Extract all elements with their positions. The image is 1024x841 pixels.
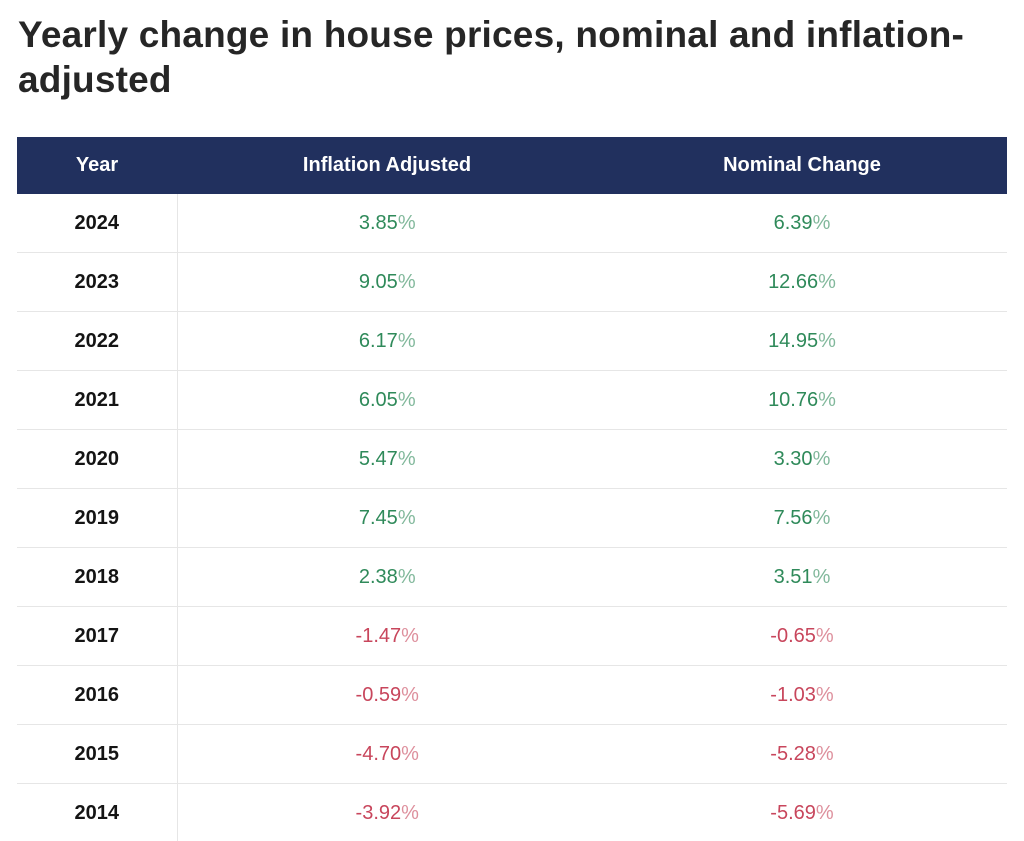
inflation-adjusted-cell: -3.92% — [177, 784, 597, 841]
inflation-adjusted-cell: 3.85% — [177, 194, 597, 253]
nominal-change-cell: 10.76% — [597, 370, 1007, 430]
percent-sign: % — [397, 506, 416, 529]
year-cell: 2019 — [17, 488, 178, 548]
nominal-change-cell: -5.69% — [597, 784, 1007, 841]
percent-sign: % — [812, 211, 831, 234]
table-row: 2024 3.85% 6.39% — [17, 194, 1007, 253]
nominal-change-value: 3.51 — [773, 565, 813, 588]
inflation-adjusted-value: 6.17 — [358, 329, 398, 352]
percent-sign: % — [397, 211, 416, 234]
percent-sign: % — [818, 388, 836, 411]
header-nominal-change: Nominal Change — [597, 137, 1007, 194]
table-row: 2017 -1.47% -0.65% — [17, 606, 1007, 666]
percent-sign: % — [401, 801, 419, 824]
inflation-adjusted-value: 2.38 — [358, 565, 398, 588]
percent-sign: % — [815, 742, 834, 765]
inflation-adjusted-cell: 5.47% — [177, 429, 597, 489]
inflation-adjusted-cell: -1.47% — [177, 606, 597, 666]
table-body: 2024 3.85% 6.39% 2023 9.05% 12.66% 2022 6.17% 14… — [17, 194, 1007, 841]
table-header: Year Inflation Adjusted Nominal Change — [17, 137, 1007, 194]
percent-sign: % — [815, 683, 834, 706]
inflation-adjusted-value: -3.92 — [355, 801, 402, 824]
page-title: Yearly change in house prices, nominal a… — [18, 14, 965, 100]
percent-sign: % — [397, 565, 416, 588]
nominal-change-value: -0.65 — [770, 624, 816, 647]
percent-sign: % — [397, 388, 416, 411]
year-cell: 2021 — [17, 370, 178, 430]
nominal-change-cell: 7.56% — [597, 488, 1007, 548]
nominal-change-cell: -5.28% — [597, 724, 1007, 784]
year-cell: 2016 — [17, 665, 178, 725]
nominal-change-value: 7.56 — [773, 506, 813, 529]
nominal-change-value: -5.69 — [770, 801, 816, 824]
percent-sign: % — [397, 329, 416, 352]
inflation-adjusted-value: 3.85 — [358, 211, 398, 234]
nominal-change-cell: 3.30% — [597, 429, 1007, 489]
inflation-adjusted-cell: 2.38% — [177, 547, 597, 607]
inflation-adjusted-value: 9.05 — [358, 270, 398, 293]
table-row: 2016 -0.59% -1.03% — [17, 665, 1007, 725]
nominal-change-cell: -1.03% — [597, 665, 1007, 725]
inflation-adjusted-value: 7.45 — [358, 506, 398, 529]
inflation-adjusted-cell: -0.59% — [177, 665, 597, 725]
year-cell: 2023 — [17, 252, 178, 312]
house-price-table: Year Inflation Adjusted Nominal Change 2… — [17, 137, 1007, 841]
inflation-adjusted-value: -1.47 — [355, 624, 402, 647]
inflation-adjusted-value: -0.59 — [355, 683, 402, 706]
percent-sign: % — [815, 801, 834, 824]
nominal-change-value: 12.66 — [768, 270, 819, 293]
nominal-change-cell: -0.65% — [597, 606, 1007, 666]
header-inflation-adjusted: Inflation Adjusted — [177, 137, 597, 194]
nominal-change-value: 6.39 — [773, 211, 813, 234]
nominal-change-value: 10.76 — [768, 388, 819, 411]
table-row: 2022 6.17% 14.95% — [17, 311, 1007, 371]
year-cell: 2015 — [17, 724, 178, 784]
percent-sign: % — [397, 447, 416, 470]
table-row: 2018 2.38% 3.51% — [17, 547, 1007, 607]
nominal-change-value: -1.03 — [770, 683, 816, 706]
nominal-change-value: 3.30 — [773, 447, 813, 470]
percent-sign: % — [812, 447, 831, 470]
percent-sign: % — [397, 270, 416, 293]
percent-sign: % — [812, 565, 831, 588]
inflation-adjusted-cell: 6.17% — [177, 311, 597, 371]
table-row: 2014 -3.92% -5.69% — [17, 783, 1007, 841]
percent-sign: % — [401, 683, 419, 706]
inflation-adjusted-cell: 9.05% — [177, 252, 597, 312]
year-cell: 2022 — [17, 311, 178, 371]
nominal-change-cell: 12.66% — [597, 252, 1007, 312]
percent-sign: % — [818, 329, 836, 352]
percent-sign: % — [818, 270, 836, 293]
table-row: 2019 7.45% 7.56% — [17, 488, 1007, 548]
inflation-adjusted-value: 5.47 — [358, 447, 398, 470]
inflation-adjusted-cell: -4.70% — [177, 724, 597, 784]
inflation-adjusted-cell: 6.05% — [177, 370, 597, 430]
year-cell: 2014 — [17, 783, 178, 841]
inflation-adjusted-cell: 7.45% — [177, 488, 597, 548]
percent-sign: % — [401, 742, 419, 765]
nominal-change-cell: 6.39% — [597, 194, 1007, 253]
header-row: Year Inflation Adjusted Nominal Change — [17, 137, 1007, 194]
percent-sign: % — [401, 624, 419, 647]
table-row: 2020 5.47% 3.30% — [17, 429, 1007, 489]
header-year: Year — [17, 137, 177, 194]
year-cell: 2024 — [17, 194, 178, 253]
inflation-adjusted-value: -4.70 — [355, 742, 402, 765]
nominal-change-value: 14.95 — [768, 329, 819, 352]
nominal-change-cell: 14.95% — [597, 311, 1007, 371]
year-cell: 2017 — [17, 606, 178, 666]
year-cell: 2020 — [17, 429, 178, 489]
nominal-change-cell: 3.51% — [597, 547, 1007, 607]
inflation-adjusted-value: 6.05 — [358, 388, 398, 411]
table-row: 2015 -4.70% -5.28% — [17, 724, 1007, 784]
table-row: 2021 6.05% 10.76% — [17, 370, 1007, 430]
nominal-change-value: -5.28 — [770, 742, 816, 765]
table-row: 2023 9.05% 12.66% — [17, 252, 1007, 312]
percent-sign: % — [812, 506, 831, 529]
percent-sign: % — [815, 624, 834, 647]
year-cell: 2018 — [17, 547, 178, 607]
